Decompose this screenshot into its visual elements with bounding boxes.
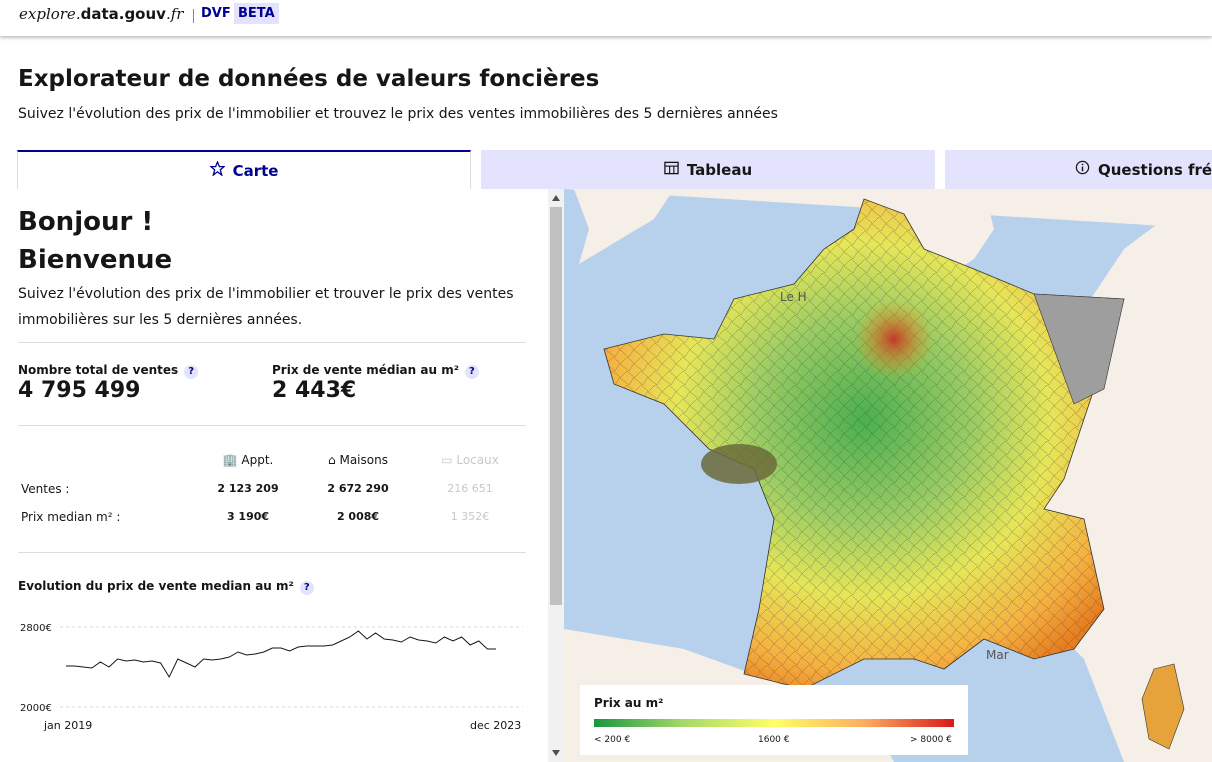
row-label-prix: Prix median m² :	[21, 510, 121, 524]
top-bar: explore.data.gouv.fr DVF BETA	[0, 0, 1212, 36]
col-header-maisons: ⌂ Maisons	[313, 453, 403, 467]
product-name: DVF	[201, 6, 231, 21]
legend-tick: > 8000 €	[910, 735, 952, 745]
price-map[interactable]: Le H Mar	[564, 189, 1212, 762]
corsica[interactable]	[1141, 663, 1185, 750]
brand-separator	[193, 9, 194, 23]
series-line	[66, 630, 496, 679]
col-header-maisons-label: Maisons	[339, 453, 388, 467]
table-cell: 2 672 290	[327, 482, 389, 495]
table-cell: 1 352€	[450, 510, 490, 523]
y-tick-label: 2000€	[20, 703, 52, 714]
alsace-no-data[interactable]	[1033, 293, 1125, 405]
brand-part-2: data.gouv	[80, 5, 166, 23]
table-cell: 2 008€	[336, 510, 380, 523]
price-evolution-chart: 2800€ 2000€ jan 2019 dec 2023	[20, 623, 523, 731]
scroll-down-icon[interactable]	[552, 750, 560, 756]
brand-part-3: .fr	[165, 5, 184, 23]
total-sales-label-text: Nombre total de ventes	[18, 363, 179, 377]
commune-borders	[604, 199, 1124, 689]
tab-tableau[interactable]: Tableau	[481, 150, 935, 189]
divider	[18, 425, 526, 426]
help-icon[interactable]: ?	[464, 365, 479, 379]
info-panel: Bonjour ! Bienvenue Suivez l'évolution d…	[0, 189, 548, 762]
legend-color-scale	[594, 719, 954, 727]
map-canvas[interactable]: Le H Mar	[564, 189, 1212, 762]
col-header-appt-label: Appt.	[241, 453, 274, 467]
place-label: Le H	[780, 290, 807, 304]
greeting-line-2: Bienvenue	[18, 245, 173, 275]
selected-area[interactable]	[701, 444, 777, 484]
greeting-line-1: Bonjour !	[18, 207, 154, 237]
land-uk	[574, 189, 674, 264]
median-price-label-text: Prix de vente médian au m²	[272, 363, 459, 377]
store-icon: ▭	[441, 453, 453, 467]
paris-region[interactable]	[854, 299, 934, 379]
scroll-up-icon[interactable]	[552, 195, 560, 201]
table-cell: 216 651	[447, 482, 493, 495]
house-icon: ⌂	[328, 453, 336, 467]
tab-carte[interactable]: Carte	[17, 150, 471, 189]
col-header-locaux-label: Locaux	[456, 453, 499, 467]
greeting: Bonjour ! Bienvenue	[18, 203, 172, 279]
help-icon[interactable]: ?	[184, 365, 199, 379]
apartment-icon: 🏢	[222, 453, 238, 467]
median-price-label: Prix de vente médian au m²?	[272, 363, 479, 379]
intro-text: Suivez l'évolution des prix de l'immobil…	[18, 286, 514, 328]
help-icon[interactable]: ?	[299, 581, 314, 595]
table-cell: 2 123 209	[217, 482, 279, 495]
tab-questions[interactable]: Questions fréq	[945, 150, 1212, 189]
panel-scrollbar[interactable]	[548, 189, 564, 762]
tab-tableau-label: Tableau	[686, 160, 753, 179]
y-tick-label: 2800€	[20, 623, 52, 634]
total-sales-value: 4 795 499	[18, 378, 141, 403]
total-sales-label: Nombre total de ventes?	[18, 363, 199, 379]
tab-carte-label: Carte	[232, 161, 279, 180]
evolution-title-text: Evolution du prix de vente median au m²	[18, 579, 294, 593]
map-icon	[208, 160, 226, 180]
x-tick-label: dec 2023	[470, 719, 521, 731]
map-legend: Prix au m² < 200 € 1600 € > 8000 €	[580, 685, 968, 755]
legend-tick: 1600 €	[758, 735, 790, 745]
legend-title: Prix au m²	[594, 696, 664, 710]
page-title: Explorateur de données de valeurs fonciè…	[18, 66, 600, 92]
col-header-appt: 🏢 Appt.	[203, 453, 293, 467]
median-price-value: 2 443€	[272, 378, 357, 403]
place-label: Mar	[986, 648, 1009, 662]
table-icon	[664, 161, 679, 179]
row-label-ventes: Ventes :	[21, 482, 70, 496]
page-subtitle: Suivez l'évolution des prix de l'immobil…	[18, 106, 778, 122]
table-cell: 3 190€	[226, 510, 270, 523]
info-icon	[1075, 160, 1090, 179]
x-tick-label: jan 2019	[43, 719, 92, 731]
legend-tick: < 200 €	[594, 735, 631, 745]
divider	[18, 342, 526, 343]
brand-logo[interactable]: explore.data.gouv.fr	[19, 5, 183, 23]
tab-questions-label: Questions fréq	[1098, 160, 1212, 179]
beta-badge: BETA	[234, 3, 279, 24]
evolution-title: Evolution du prix de vente median au m²?	[18, 579, 314, 595]
divider	[18, 552, 526, 553]
scroll-thumb[interactable]	[550, 207, 562, 605]
col-header-locaux[interactable]: ▭ Locaux	[425, 453, 515, 467]
brand-part-1: explore.	[19, 5, 81, 23]
